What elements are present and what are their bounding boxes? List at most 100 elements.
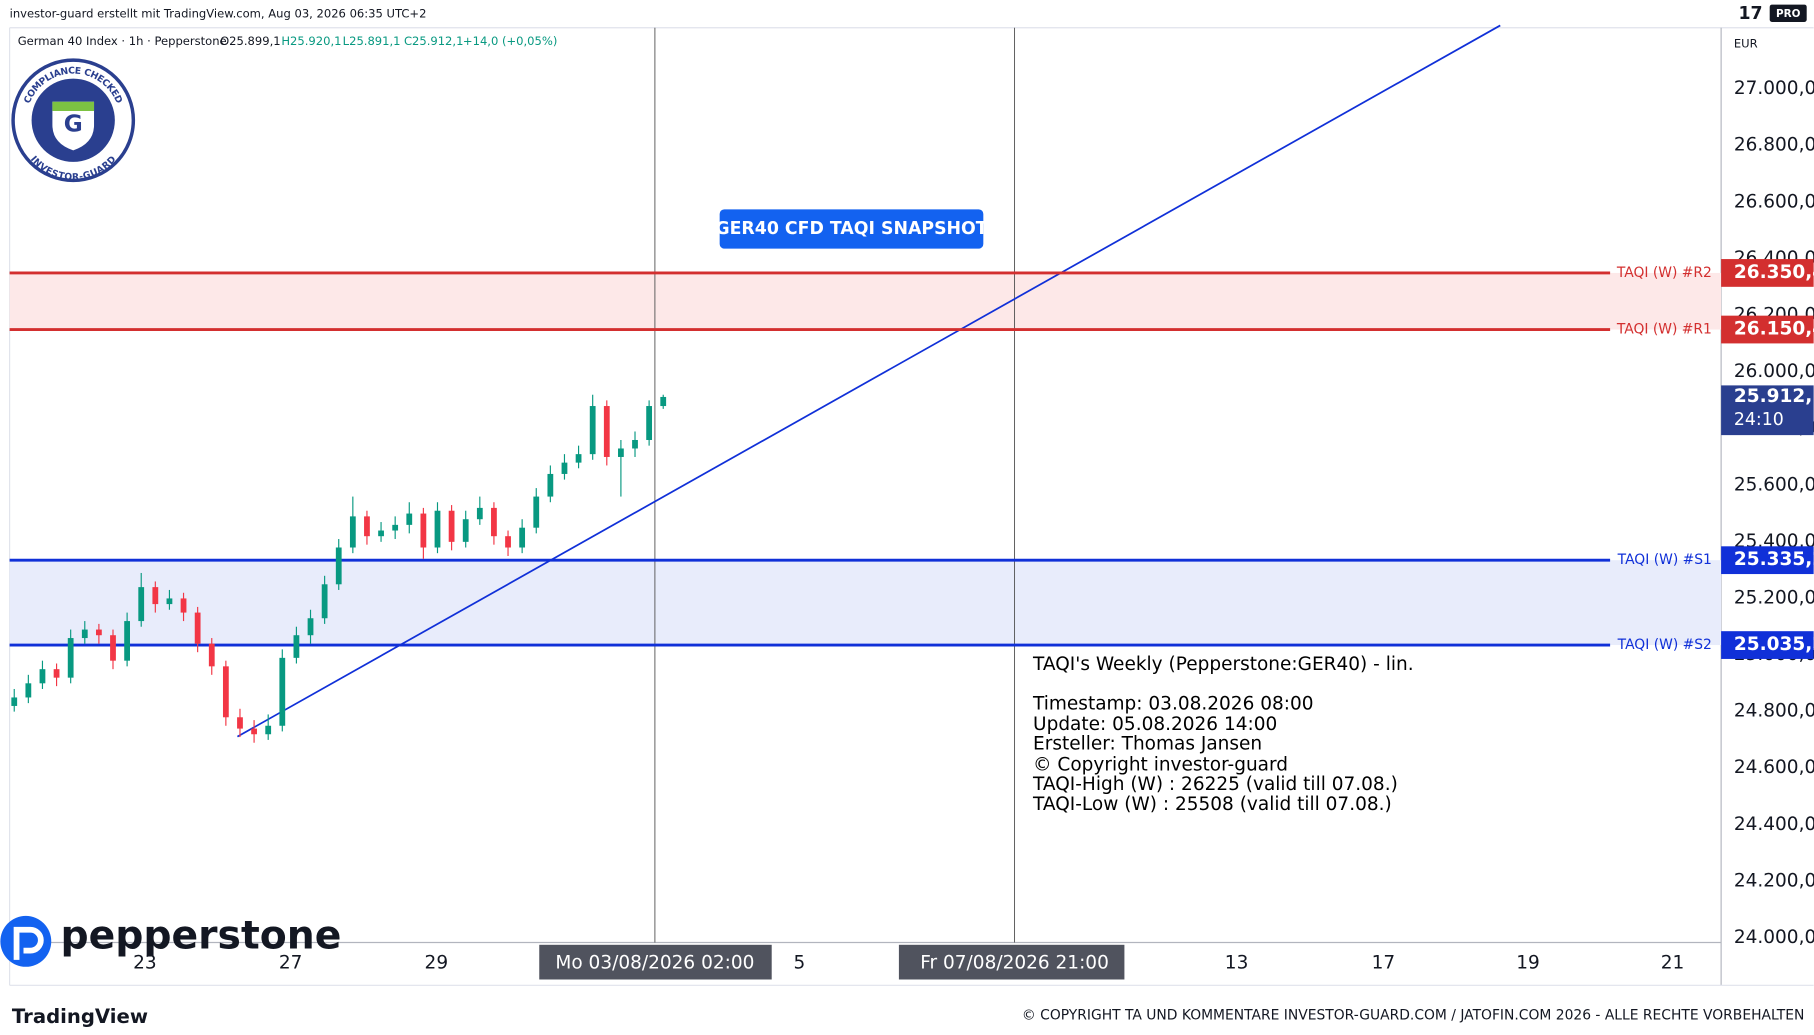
- last-price: 25.912,1: [1734, 386, 1814, 407]
- level-label: TAQI (W) #S1: [1617, 552, 1712, 568]
- level-label: TAQI (W) #R1: [1616, 322, 1712, 338]
- y-tick-label: 25.200,0: [1734, 587, 1814, 608]
- annotation-line: Timestamp: 03.08.2026 08:00: [1032, 693, 1314, 714]
- candle-body: [81, 629, 88, 639]
- candle-body: [166, 598, 173, 605]
- x-highlight: [539, 944, 772, 980]
- x-tick-label: 21: [1661, 952, 1685, 973]
- legend-symbol: German 40 Index · 1h · Pepperstone: [18, 34, 227, 48]
- level-price: 26.350,4: [1734, 262, 1814, 283]
- annotation-line: TAQI's Weekly (Pepperstone:GER40) - lin.: [1032, 654, 1414, 675]
- y-tick-label: 24.000,0: [1734, 927, 1814, 948]
- candle-body: [448, 510, 455, 542]
- candle-body: [222, 666, 229, 718]
- level-price-box: [1721, 315, 1814, 344]
- tv-pro-logo: 17 PRO: [1738, 4, 1807, 24]
- shield-top: [52, 101, 95, 112]
- annotation-line: TAQI-Low (W) : 25508 (valid till 07.08.): [1032, 794, 1392, 815]
- pro: PRO: [1776, 8, 1801, 20]
- candle-body: [53, 669, 60, 678]
- legend-value: C25.912,1: [404, 34, 463, 48]
- y-tick-label: 26.600,0: [1734, 191, 1814, 212]
- candle-body: [420, 513, 427, 548]
- level-price: 25.035,2: [1734, 634, 1814, 655]
- x-tick-label: 29: [425, 952, 449, 973]
- y-tick-label: 24.800,0: [1734, 701, 1814, 722]
- candle-body: [561, 462, 568, 474]
- y-tick-label: 26.800,0: [1734, 135, 1814, 156]
- candle-body: [124, 621, 130, 661]
- candle-body: [660, 396, 667, 407]
- candle-body: [194, 612, 201, 644]
- candle-body: [575, 454, 582, 463]
- currency: EUR: [1734, 36, 1758, 50]
- trend-line: [237, 24, 1501, 738]
- tv-mark: 17: [1738, 4, 1762, 24]
- candle-body: [603, 406, 610, 457]
- badge: G COMPLIANCE CHECKED INVESTOR-GUARD: [11, 58, 136, 183]
- level-price-box: [1721, 631, 1814, 659]
- y-tick-label: 24.600,0: [1734, 757, 1814, 778]
- candle-body: [237, 717, 243, 729]
- x-tick-label: 27: [279, 952, 303, 973]
- candle-body: [589, 406, 596, 455]
- candle-body: [110, 635, 116, 661]
- level-label: TAQI (W) #R2: [1616, 265, 1712, 281]
- candle-body: [434, 510, 441, 548]
- candle-body: [25, 683, 32, 698]
- level-price: 26.150,4: [1734, 319, 1814, 340]
- title-button: GER40 CFD TAQI SNAPSHOT: [715, 209, 988, 249]
- pepper-p: [13, 926, 44, 960]
- brand: pepperstone: [60, 913, 341, 958]
- annotation-line: TAQI-High (W) : 26225 (valid till 07.08.…: [1032, 774, 1398, 795]
- candle-body: [11, 697, 18, 706]
- candle-body: [547, 473, 554, 497]
- last-price-box: [1721, 385, 1814, 436]
- candle-body: [293, 635, 300, 658]
- legend-value: H25.920,1: [281, 34, 341, 48]
- candle-body: [307, 618, 314, 636]
- badge-letter: G: [64, 111, 83, 137]
- candle-body: [349, 516, 356, 548]
- resistance-zone: [9, 272, 1722, 330]
- x-tick-label: 23: [133, 952, 157, 973]
- candle-body: [138, 587, 145, 622]
- pepper-icon: [0, 915, 52, 967]
- support-zone: [9, 560, 1722, 646]
- candle-body: [618, 448, 624, 457]
- candle-body: [265, 725, 272, 735]
- x-tick-label: 19: [1516, 952, 1540, 973]
- candle-body: [505, 536, 511, 548]
- candle-body: [406, 513, 413, 525]
- plot: TAQI (W) #R2 TAQI (W) #R1 TAQI (W) #S1 TAQI…: [9, 24, 1722, 943]
- legend-value: +14,0 (+0,05%): [463, 34, 557, 48]
- candle-body: [462, 519, 469, 542]
- candle-body: [491, 507, 497, 537]
- x-tick-label: 13: [1225, 952, 1249, 973]
- legend-value: O25.899,1: [220, 34, 281, 48]
- tradingview: TradingView: [12, 1005, 148, 1028]
- candle-body: [67, 638, 74, 678]
- countdown: 24:10: [1734, 410, 1784, 430]
- copyright: © COPYRIGHT TA UND KOMMENTARE INVESTOR-G…: [1022, 1007, 1805, 1023]
- x-tick-label: 5: [794, 952, 806, 973]
- candle-body: [152, 587, 159, 605]
- candle-body: [208, 643, 215, 667]
- candle-body: [180, 598, 187, 613]
- annotation-line: Update: 05.08.2026 14:00: [1033, 714, 1277, 735]
- annotation-line: Ersteller: Thomas Jansen: [1033, 734, 1262, 755]
- chart-title: GER40 CFD TAQI SNAPSHOT: [715, 219, 987, 239]
- legend-value: L25.891,1: [343, 34, 401, 48]
- y-tick-label: 24.200,0: [1734, 870, 1814, 891]
- candle-body: [39, 669, 46, 684]
- candle-body: [335, 547, 342, 585]
- candle-body: [279, 657, 286, 726]
- y-tick-label: 26.000,0: [1734, 361, 1814, 382]
- level-price: 25.335,2: [1734, 549, 1814, 570]
- x-tick-label: 17: [1372, 952, 1396, 973]
- x-tick-label: Fr 07/08/2026 21:00: [920, 952, 1109, 973]
- level-price-box: [1721, 546, 1814, 575]
- candle-body: [632, 439, 638, 449]
